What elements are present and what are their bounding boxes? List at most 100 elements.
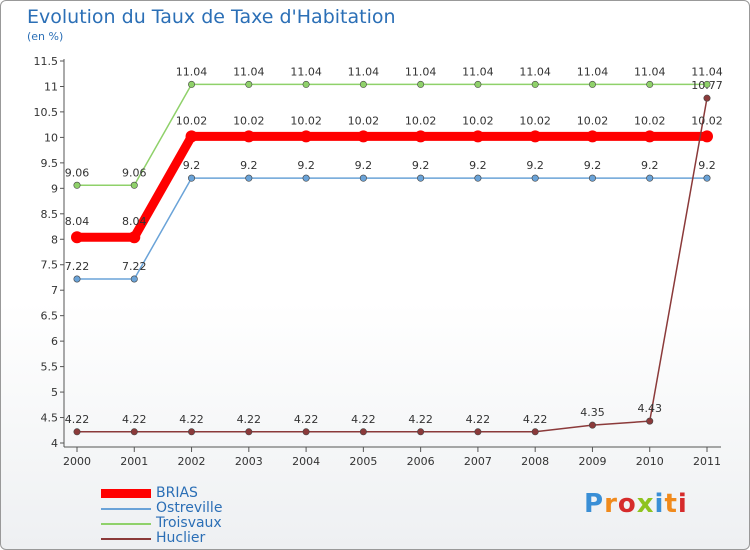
y-tick-label: 5.5 xyxy=(41,361,59,374)
legend-swatch xyxy=(101,508,151,510)
data-label: 4.22 xyxy=(466,413,491,426)
data-label: 9.06 xyxy=(65,166,90,179)
data-label: 4.43 xyxy=(637,402,662,415)
data-label: 4.22 xyxy=(408,413,433,426)
y-tick-label: 5 xyxy=(51,386,58,399)
data-label: 9.2 xyxy=(412,159,430,172)
data-point xyxy=(71,231,83,244)
data-label: 4.22 xyxy=(65,413,90,426)
data-label: 11.04 xyxy=(462,65,494,78)
data-label: 9.2 xyxy=(183,159,201,172)
data-point xyxy=(73,181,81,189)
data-label: 7.22 xyxy=(122,260,147,273)
data-point xyxy=(417,174,425,182)
legend-label: Huclier xyxy=(156,530,206,546)
logo-letter: P xyxy=(584,489,605,519)
y-tick-label: 4 xyxy=(51,437,58,450)
y-tick-label: 10.5 xyxy=(34,106,59,119)
data-label: 10.02 xyxy=(290,114,322,127)
data-point xyxy=(646,80,654,88)
series-line-huclier xyxy=(77,98,708,433)
y-tick-label: 7.5 xyxy=(41,259,59,272)
data-point xyxy=(703,174,711,182)
data-point xyxy=(703,94,711,102)
axes xyxy=(63,59,721,448)
data-point xyxy=(245,174,253,182)
data-label: 9.2 xyxy=(297,159,315,172)
data-point xyxy=(188,174,196,182)
data-point xyxy=(474,80,482,88)
data-label: 8.04 xyxy=(122,215,147,228)
y-tick-label: 11 xyxy=(44,80,58,93)
data-point xyxy=(643,130,656,143)
legend-swatch xyxy=(101,523,151,525)
data-label: 10.02 xyxy=(634,114,666,127)
x-tick-label: 2004 xyxy=(292,455,320,468)
proxiti-logo: Proxiti xyxy=(584,489,688,519)
y-axis-ticks: 4 4.5 5 5.5 6 6.5 7 7.5 8 8.5 9 9.5 10 10.5 11 11.5 xyxy=(34,55,64,450)
x-tick-label: 2003 xyxy=(235,455,263,468)
data-label: 10.02 xyxy=(462,114,494,127)
data-label: 4.22 xyxy=(237,413,262,426)
data-point xyxy=(73,275,81,283)
data-label: 11.04 xyxy=(691,65,723,78)
data-label: 9.2 xyxy=(584,159,602,172)
data-point xyxy=(73,428,81,436)
x-tick-label: 2010 xyxy=(636,455,664,468)
x-tick-label: 2008 xyxy=(521,455,549,468)
data-point xyxy=(646,174,654,182)
data-point xyxy=(242,130,255,143)
data-point xyxy=(646,417,654,425)
y-tick-label: 6.5 xyxy=(41,310,59,323)
data-labels: 9.06 9.06 11.04 11.04 11.04 11.04 11.04 11.04 11… xyxy=(65,65,723,425)
data-label: 8.04 xyxy=(65,215,90,228)
data-point xyxy=(414,130,427,143)
data-point xyxy=(359,174,367,182)
data-point xyxy=(302,80,310,88)
data-label: 4.22 xyxy=(294,413,319,426)
data-point xyxy=(474,428,482,436)
y-tick-label: 11.5 xyxy=(34,55,59,68)
y-tick-label: 4.5 xyxy=(41,412,59,425)
legend-swatch xyxy=(101,489,151,498)
data-label: 10.02 xyxy=(405,114,437,127)
data-point xyxy=(474,174,482,182)
data-point xyxy=(130,428,138,436)
data-point xyxy=(188,428,196,436)
x-tick-label: 2002 xyxy=(178,455,206,468)
data-label: 11.04 xyxy=(405,65,437,78)
data-point xyxy=(245,80,253,88)
data-point xyxy=(529,130,542,143)
data-label: 9.2 xyxy=(698,159,716,172)
data-point xyxy=(302,428,310,436)
logo-letter: r xyxy=(604,489,618,519)
chart-subtitle: (en %) xyxy=(27,30,64,43)
logo-letter: i xyxy=(654,489,665,519)
data-label: 11.04 xyxy=(634,65,666,78)
data-label: 4.22 xyxy=(179,413,204,426)
data-label: 10.02 xyxy=(233,114,265,127)
data-point xyxy=(185,130,198,143)
data-label: 10.02 xyxy=(691,114,723,127)
data-point xyxy=(531,428,539,436)
data-point xyxy=(359,428,367,436)
data-point xyxy=(531,174,539,182)
logo-letter: i xyxy=(677,489,688,519)
data-point xyxy=(130,181,138,189)
data-point xyxy=(588,421,596,429)
data-point xyxy=(701,130,713,143)
x-axis-ticks: 2000 2001 2002 2003 2004 2005 2006 2007 2008 2009… xyxy=(63,447,721,468)
data-label: 9.2 xyxy=(641,159,659,172)
chart-title: Evolution du Taux de Taxe d'Habitation xyxy=(27,6,396,28)
data-label: 11.04 xyxy=(348,65,380,78)
logo-letter: o xyxy=(617,489,637,519)
data-point xyxy=(359,80,367,88)
y-tick-label: 8.5 xyxy=(41,208,59,221)
data-label: 11.04 xyxy=(577,65,609,78)
legend-label: Ostreville xyxy=(156,500,223,516)
x-tick-label: 2005 xyxy=(349,455,377,468)
y-tick-label: 7 xyxy=(51,284,58,297)
data-point xyxy=(588,174,596,182)
data-label: 4.35 xyxy=(580,406,605,419)
